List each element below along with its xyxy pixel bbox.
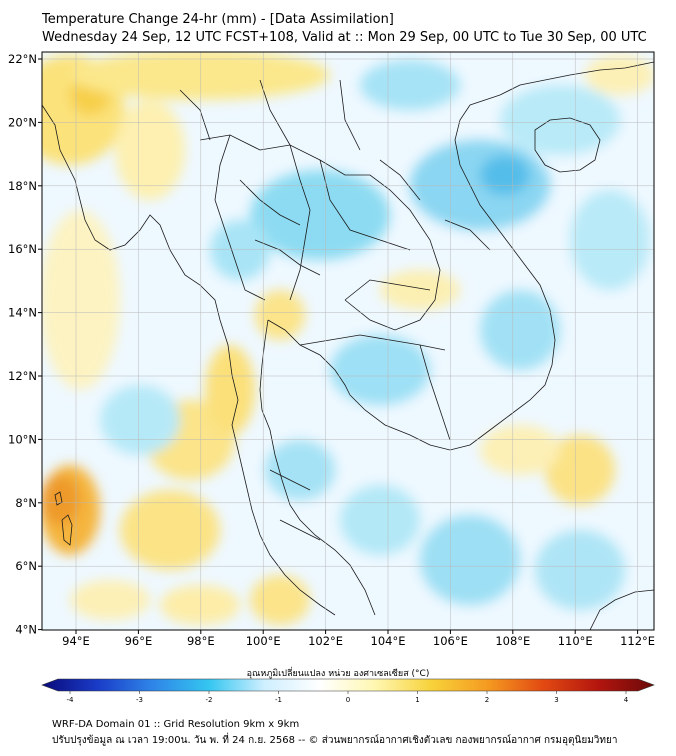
colorbar-bar [41, 678, 655, 692]
footer-credit: ปรับปรุงข้อมูล ณ เวลา 19:00น. วัน พ. ที่… [52, 735, 618, 746]
coastlines-and-borders [42, 61, 654, 630]
colorbar-ticks: -4 -3 -2 -1 0 1 2 3 4 [67, 691, 629, 704]
graticule [42, 52, 654, 630]
colorbar-tick-label: 2 [485, 696, 489, 704]
colorbar-tick-label: 0 [346, 696, 350, 704]
map-subtitle: Wednesday 24 Sep, 12 UTC FCST+108, Valid… [42, 30, 647, 45]
lat-tick-label: 18°N [8, 179, 37, 193]
lat-tick-label: 8°N [15, 496, 37, 510]
lon-tick-label: 96°E [125, 634, 153, 648]
lat-tick-label: 16°N [8, 242, 37, 256]
lon-tick-label: 112°E [620, 634, 655, 648]
colorbar-tick-label: -4 [67, 696, 75, 704]
colorbar-label: อุณหภูมิเปลี่ยนแปลง หน่วย องศาเซลเซียส (… [246, 669, 430, 679]
colorbar-tick-label: -2 [206, 696, 213, 704]
lon-tick-label: 108°E [495, 634, 530, 648]
map-frame [41, 51, 655, 631]
lon-tick-label: 94°E [62, 634, 90, 648]
colorbar-tick-label: 3 [554, 696, 558, 704]
lon-tick-label: 106°E [433, 634, 468, 648]
colorbar-tick-label: -3 [136, 696, 143, 704]
field-layer [42, 52, 654, 630]
footer-model-info: WRF-DA Domain 01 :: Grid Resolution 9km … [52, 719, 300, 730]
colorbar-tick-label: 1 [415, 696, 419, 704]
lon-tick-label: 100°E [246, 634, 281, 648]
lat-tick-label: 4°N [15, 623, 37, 637]
lat-tick-label: 12°N [8, 369, 37, 383]
colorbar: -4 -3 -2 -1 0 1 2 3 4 [41, 678, 655, 704]
lat-tick-label: 22°N [8, 52, 37, 66]
colorbar-tick-label: -1 [275, 696, 282, 704]
lat-tick-label: 10°N [8, 432, 37, 446]
axis-ticks: 94°E 96°E 98°E 100°E 102°E 104°E 106°E 108°E 110… [8, 52, 655, 648]
lon-tick-label: 104°E [371, 634, 406, 648]
lon-tick-label: 98°E [187, 634, 215, 648]
colorbar-tick-label: 4 [624, 696, 629, 704]
map-title: Temperature Change 24-hr (mm) - [Data As… [42, 12, 394, 27]
lat-tick-label: 14°N [8, 306, 37, 320]
lat-tick-label: 6°N [15, 559, 37, 573]
lon-tick-label: 102°E [308, 634, 343, 648]
lat-tick-label: 20°N [8, 115, 37, 129]
lon-tick-label: 110°E [558, 634, 593, 648]
